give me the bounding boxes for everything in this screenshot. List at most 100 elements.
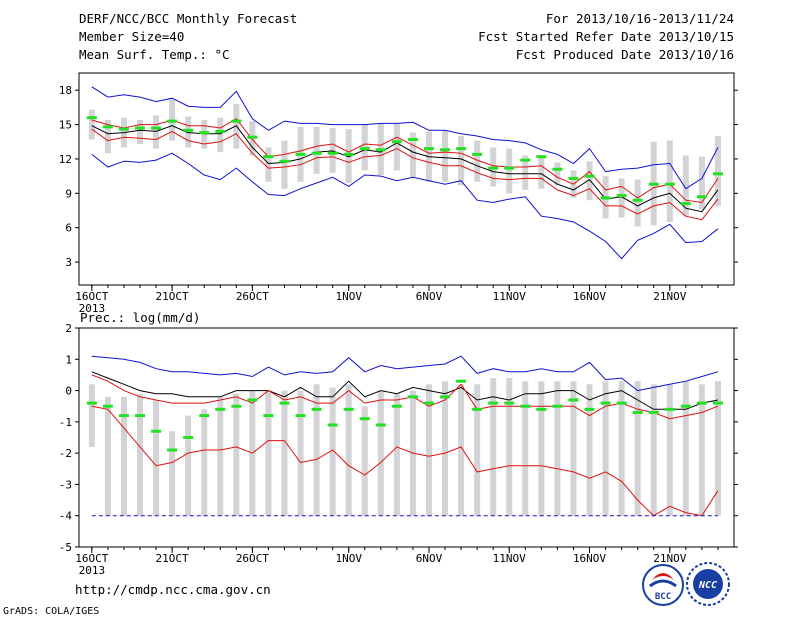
- temp-median-5: [151, 126, 162, 130]
- temp-median-21: [407, 137, 418, 141]
- precip-median-11: [247, 398, 258, 402]
- chart-title: DERF/NCC/BCC Monthly Forecast: [79, 11, 297, 26]
- precip-median-18: [359, 417, 370, 421]
- grads-credit: GrADS: COLA/IGES: [3, 606, 99, 617]
- precip-box-25: [474, 384, 481, 516]
- temp-median-34: [616, 194, 627, 198]
- temp-median-16: [327, 151, 338, 155]
- precip-box-39: [698, 384, 705, 516]
- precip-median-19: [375, 423, 386, 427]
- temp-median-38: [680, 202, 691, 206]
- member-size-label: Member Size=40: [79, 29, 184, 44]
- temp-median-10: [231, 119, 242, 123]
- precip-box-9: [217, 396, 224, 516]
- precip-xtick-label-0: 16OCT: [75, 552, 108, 565]
- precip-median-22: [423, 401, 434, 405]
- precip-xtick-label-3: 1NOV: [335, 552, 362, 565]
- precip-ytick-label-4: -1: [59, 416, 72, 429]
- temp-xtick-label-4: 6NOV: [416, 290, 443, 303]
- precip-box-7: [185, 415, 192, 516]
- source-url: http://cmdp.ncc.cma.gov.cn: [75, 582, 271, 597]
- temp-box-32: [586, 161, 593, 201]
- precip-ytick-label-5: 0: [65, 385, 72, 398]
- precip-box-19: [377, 390, 384, 516]
- temp-median-35: [632, 198, 643, 202]
- temp-median-33: [600, 196, 611, 200]
- precip-box-10: [233, 393, 240, 516]
- precip-box-24: [458, 384, 465, 516]
- precip-box-27: [506, 378, 513, 516]
- precip-box-35: [634, 381, 641, 516]
- temp-box-12: [265, 147, 272, 182]
- precip-ytick-label-2: -3: [59, 478, 72, 491]
- temp-box-35: [634, 179, 641, 227]
- forecast-period: For 2013/10/16-2013/11/24: [546, 11, 734, 26]
- precip-box-30: [554, 381, 561, 516]
- precip-xtick-label-1: 21OCT: [156, 552, 189, 565]
- precip-box-29: [538, 381, 545, 516]
- temp-series-upper-bound: [91, 86, 719, 190]
- temp-median-30: [552, 167, 563, 171]
- temp-median-23: [440, 148, 451, 152]
- precip-median-31: [568, 398, 579, 402]
- precip-median-12: [263, 414, 274, 418]
- precip-median-24: [456, 379, 467, 383]
- temp-series-lower: [91, 128, 719, 221]
- temp-median-22: [423, 147, 434, 151]
- precip-box-17: [345, 384, 352, 516]
- temp-box-40: [714, 136, 721, 206]
- temp-ytick-label-0: 3: [65, 256, 72, 269]
- precip-axis-label: Prec.: log(mm/d): [80, 310, 200, 325]
- temp-median-11: [247, 135, 258, 139]
- precip-median-7: [183, 436, 194, 439]
- temp-median-17: [343, 152, 354, 156]
- temp-median-25: [472, 152, 483, 156]
- precip-median-30: [552, 404, 563, 408]
- temp-box-2: [104, 119, 111, 154]
- temp-median-39: [696, 195, 707, 199]
- temp-box-29: [538, 157, 545, 189]
- temp-box-9: [217, 117, 224, 153]
- temp-box-34: [618, 178, 625, 218]
- temp-series-upper: [91, 118, 719, 204]
- precip-series-lower: [91, 405, 719, 517]
- precip-box-3: [120, 396, 127, 516]
- precip-box-15: [313, 384, 320, 516]
- precip-box-34: [618, 381, 625, 516]
- precip-box-6: [169, 431, 176, 516]
- precip-median-38: [680, 404, 691, 408]
- temp-box-1: [88, 109, 95, 140]
- temp-box-17: [345, 129, 352, 184]
- temp-median-19: [375, 148, 386, 152]
- precip-median-9: [215, 407, 226, 411]
- precip-box-13: [281, 390, 288, 516]
- temp-median-6: [167, 119, 178, 123]
- precip-box-40: [714, 381, 721, 516]
- precip-ytick-label-0: -5: [59, 541, 72, 554]
- precip-xtick-label-4: 6NOV: [416, 552, 443, 565]
- precip-ytick-label-1: -4: [59, 510, 73, 523]
- temp-box-15: [313, 126, 320, 174]
- bcc-logo-text: BCC: [655, 592, 671, 602]
- precip-median-6: [167, 448, 178, 452]
- precip-median-32: [584, 407, 595, 411]
- precip-box-36: [650, 384, 657, 516]
- precip-median-2: [102, 404, 113, 408]
- temp-series-mean: [91, 125, 719, 213]
- temp-median-15: [311, 151, 322, 155]
- temp-box-24: [458, 136, 465, 186]
- temp-median-26: [488, 166, 499, 170]
- ncc-logo-text: NCC: [698, 580, 717, 591]
- temp-box-38: [682, 155, 689, 217]
- precip-median-39: [696, 401, 707, 405]
- precip-median-1: [86, 401, 97, 405]
- precip-xtick-label-5: 11NOV: [493, 552, 526, 565]
- temp-ytick-label-1: 6: [65, 222, 72, 235]
- temp-median-9: [215, 129, 226, 133]
- temperature-panel: 3 6 9 12 15 18 16OCT 21OCT 26OCT 1NOV 6NOV 11NOV 16N…: [59, 72, 738, 315]
- temp-median-4: [135, 126, 146, 130]
- precip-series-upper-bound: [91, 355, 719, 392]
- temp-median-20: [391, 140, 402, 144]
